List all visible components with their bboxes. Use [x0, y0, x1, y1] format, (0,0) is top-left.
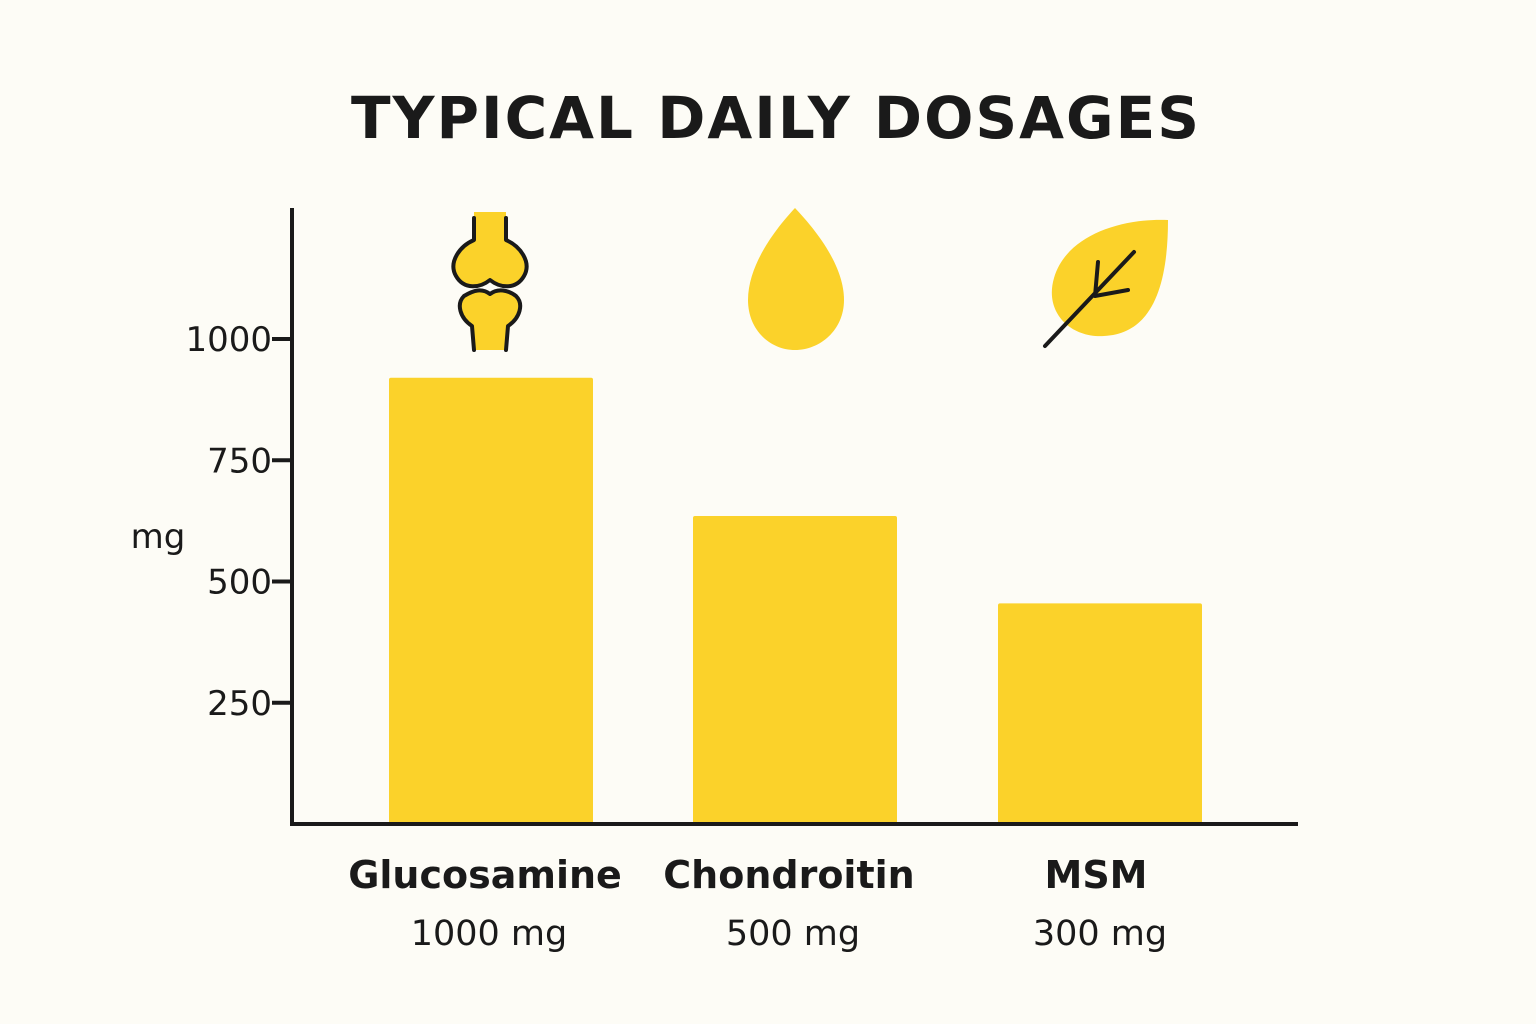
y-axis-label: mg	[131, 517, 186, 557]
dosage-value-label: 300 mg	[1033, 914, 1167, 954]
joint-icon	[451, 212, 529, 352]
category-labels: Glucosamine 1000 mg Chondroitin 500 mg MSM 30…	[348, 853, 1167, 954]
y-tick-label: 250	[207, 684, 272, 724]
dosage-value-label: 500 mg	[726, 914, 860, 954]
bars	[389, 377, 1202, 824]
bar-msm	[998, 603, 1202, 824]
y-axis-ticks: 250 500 750 1000	[185, 320, 292, 724]
category-label: Chondroitin	[663, 853, 914, 897]
category-label: Glucosamine	[348, 853, 622, 897]
y-tick-label: 750	[207, 441, 272, 481]
bar-chondroitin	[693, 516, 897, 824]
bar-icons	[451, 208, 1168, 352]
y-tick-label: 500	[207, 563, 272, 603]
bar-glucosamine	[389, 377, 593, 824]
dosage-value-label: 1000 mg	[411, 914, 568, 954]
category-label: MSM	[1045, 853, 1148, 897]
chart-title: TYPICAL DAILY DOSAGES	[351, 84, 1201, 152]
y-tick-label: 1000	[185, 320, 272, 360]
drop-icon	[748, 208, 844, 350]
leaf-icon	[1043, 219, 1168, 348]
